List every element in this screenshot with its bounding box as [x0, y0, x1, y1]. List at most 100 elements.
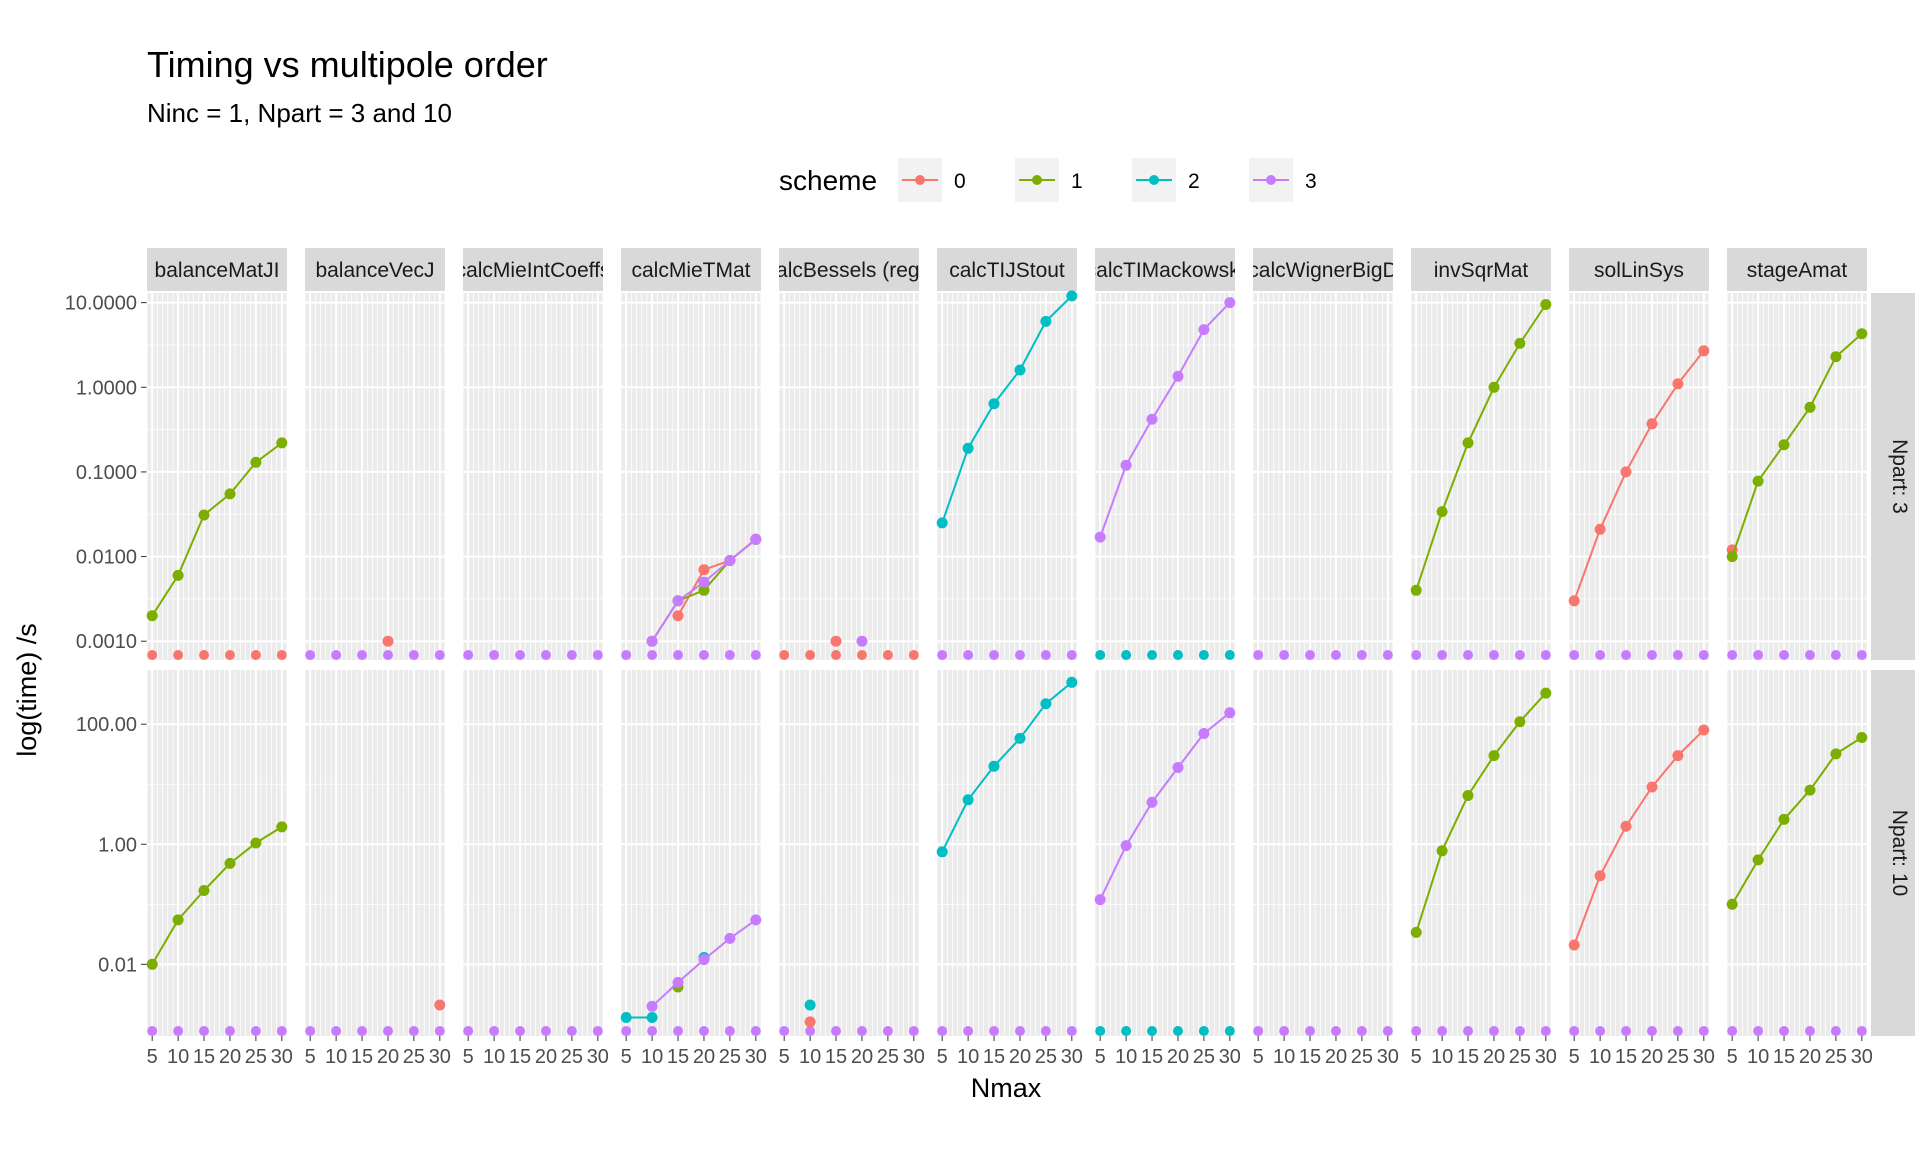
zero-time-point [1569, 650, 1580, 660]
zero-time-point [199, 1026, 210, 1036]
data-point-scheme-3 [1094, 531, 1106, 543]
legend-title: scheme [779, 165, 877, 196]
zero-time-point [357, 650, 368, 660]
x-tick-label: 10 [167, 1046, 189, 1068]
data-point-scheme-3 [1198, 324, 1210, 336]
zero-time-point [434, 1026, 445, 1036]
zero-time-point [647, 650, 658, 660]
x-tick-label: 20 [1325, 1046, 1347, 1068]
zero-time-point [989, 1026, 1000, 1036]
zero-time-point [698, 1026, 709, 1036]
data-point-scheme-0 [1646, 781, 1658, 793]
data-point-scheme-1 [1804, 784, 1816, 796]
data-point-scheme-3 [1120, 840, 1132, 852]
zero-time-point [1804, 650, 1815, 660]
zero-time-point [592, 650, 603, 660]
zero-time-point [331, 650, 342, 660]
zero-time-point [566, 1026, 577, 1036]
zero-time-point [1330, 1026, 1341, 1036]
zero-time-point [515, 650, 526, 660]
data-point-scheme-1 [1726, 898, 1738, 910]
panel-background [305, 670, 445, 1036]
zero-time-point [1753, 1026, 1764, 1036]
x-tick-label: 10 [1115, 1046, 1137, 1068]
data-point-scheme-0 [1698, 345, 1710, 357]
zero-time-point [1198, 650, 1209, 660]
y-tick-label: 0.01 [98, 954, 137, 976]
data-point-scheme-0 [382, 635, 394, 647]
x-tick-label: 5 [1095, 1046, 1106, 1068]
zero-time-point [305, 650, 316, 660]
zero-time-point [1066, 650, 1077, 660]
zero-time-point [434, 650, 445, 660]
zero-time-point [1753, 650, 1764, 660]
y-axis-title: log(time) /s [12, 623, 42, 757]
zero-time-point [276, 1026, 287, 1036]
zero-time-point [1066, 1026, 1077, 1036]
zero-time-point [199, 650, 210, 660]
zero-time-point [1411, 650, 1422, 660]
x-tick-label: 5 [305, 1046, 316, 1068]
facet-strip-label: calcWignerBigD [1248, 259, 1397, 282]
series-line-scheme-1 [1731, 332, 1863, 557]
y-tick-label: 1.00 [98, 834, 137, 856]
y-tick-label: 1.0000 [76, 377, 137, 399]
zero-time-point [621, 1026, 632, 1036]
data-point-scheme-3 [1224, 297, 1236, 309]
zero-time-point [1779, 1026, 1790, 1036]
zero-time-point [540, 650, 551, 660]
data-point-scheme-1 [198, 509, 210, 521]
data-point-scheme-2 [962, 794, 974, 806]
zero-time-point [1437, 1026, 1448, 1036]
x-tick-label: 25 [1667, 1046, 1689, 1068]
zero-time-point [856, 650, 867, 660]
zero-time-point [779, 1026, 790, 1036]
series-line-scheme-2 [941, 681, 1073, 853]
data-point-scheme-3 [672, 976, 684, 988]
data-point-scheme-3 [1120, 459, 1132, 471]
zero-time-point [1330, 650, 1341, 660]
data-point-scheme-1 [224, 857, 236, 869]
zero-time-point [1305, 1026, 1316, 1036]
zero-time-point [1305, 650, 1316, 660]
zero-time-point [779, 650, 790, 660]
facet-strip [1411, 248, 1551, 291]
zero-time-point [989, 650, 1000, 660]
data-point-scheme-1 [1778, 439, 1790, 451]
x-tick-label: 20 [1641, 1046, 1663, 1068]
data-point-scheme-0 [1568, 939, 1580, 951]
x-tick-label: 15 [1141, 1046, 1163, 1068]
zero-time-point [147, 650, 158, 660]
chart-subtitle: Ninc = 1, Npart = 3 and 10 [147, 98, 452, 128]
zero-time-point [1672, 1026, 1683, 1036]
data-point-scheme-2 [804, 999, 816, 1011]
zero-time-point [1595, 1026, 1606, 1036]
zero-time-point [1646, 650, 1657, 660]
zero-time-point [408, 1026, 419, 1036]
zero-time-point [673, 1026, 684, 1036]
zero-time-point [1172, 1026, 1183, 1036]
x-tick-label: 5 [463, 1046, 474, 1068]
zero-time-point [224, 650, 235, 660]
x-tick-label: 20 [535, 1046, 557, 1068]
data-point-scheme-3 [646, 1000, 658, 1012]
data-point-scheme-1 [698, 584, 710, 596]
x-tick-label: 15 [1299, 1046, 1321, 1068]
series-line-scheme-3 [1099, 712, 1231, 901]
facet-strip [1253, 248, 1393, 291]
facet-strip-label: invSqrMat [1434, 259, 1529, 282]
x-tick-label: 25 [561, 1046, 583, 1068]
zero-time-point [908, 1026, 919, 1036]
x-tick-label: 30 [903, 1046, 925, 1068]
x-tick-label: 10 [483, 1046, 505, 1068]
zero-time-point [1253, 1026, 1264, 1036]
zero-time-point [147, 1026, 158, 1036]
zero-time-point [1411, 1026, 1422, 1036]
facet-strip [463, 248, 603, 291]
zero-time-point [1040, 1026, 1051, 1036]
data-point-scheme-1 [1804, 401, 1816, 413]
x-tick-label: 30 [1693, 1046, 1715, 1068]
data-point-scheme-1 [1752, 475, 1764, 487]
x-tick-label: 15 [509, 1046, 531, 1068]
